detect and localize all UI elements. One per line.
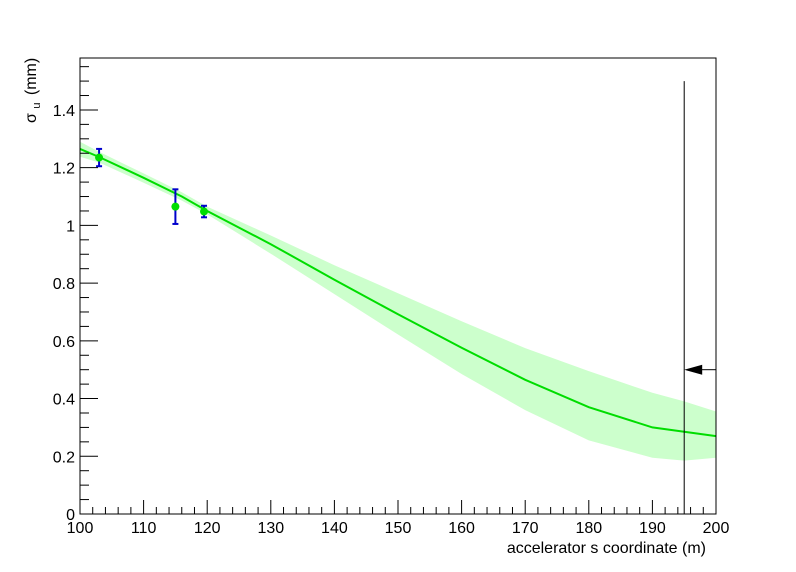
y-tick-label: 0 (66, 507, 75, 524)
y-tick-label: 0.2 (53, 449, 75, 466)
x-tick-label: 180 (575, 520, 602, 537)
x-tick-label: 170 (512, 520, 539, 537)
annotation-layer (683, 81, 716, 514)
y-tick-label: 0.8 (53, 276, 75, 293)
y-tick-label: 1.4 (53, 103, 75, 120)
x-tick-label: 140 (321, 520, 348, 537)
x-tick-label: 190 (639, 520, 666, 537)
x-tick-label: 200 (703, 520, 730, 537)
fit-line-layer (79, 147, 717, 438)
error-band (80, 141, 716, 461)
x-axis-ticks: 100 110 120 130 140 150 160 170 180 190 200 (67, 500, 730, 537)
arrow-head (684, 364, 703, 375)
fit-line (79, 147, 717, 438)
data-points-layer (95, 147, 209, 225)
y-tick-label: 0.4 (53, 392, 75, 409)
data-point (200, 204, 209, 219)
y-axis-title-symbol: σ (23, 113, 40, 123)
x-tick-label: 130 (257, 520, 284, 537)
data-point (95, 147, 104, 168)
x-tick-label: 100 (67, 520, 94, 537)
y-axis-ticks: 0 0.2 0.4 0.6 0.8 1 1.2 1.4 (53, 66, 98, 524)
data-point-marker (200, 207, 209, 216)
y-axis-title-unit: (mm) (23, 58, 40, 95)
x-tick-label: 150 (385, 520, 412, 537)
y-tick-label: 1 (66, 218, 75, 235)
data-point (171, 188, 180, 225)
x-tick-label: 120 (194, 520, 221, 537)
x-tick-label: 110 (131, 520, 157, 537)
x-tick-label: 160 (448, 520, 475, 537)
data-point-marker (95, 153, 104, 162)
y-tick-label: 1.2 (53, 161, 75, 178)
y-tick-label: 0.6 (53, 334, 75, 351)
data-point-marker (171, 202, 180, 211)
x-axis-title: accelerator s coordinate (m) (507, 540, 706, 557)
y-axis-title: σ u (mm) (23, 58, 44, 123)
y-axis-title-subscript: u (31, 103, 43, 109)
error-band-layer (80, 141, 716, 461)
